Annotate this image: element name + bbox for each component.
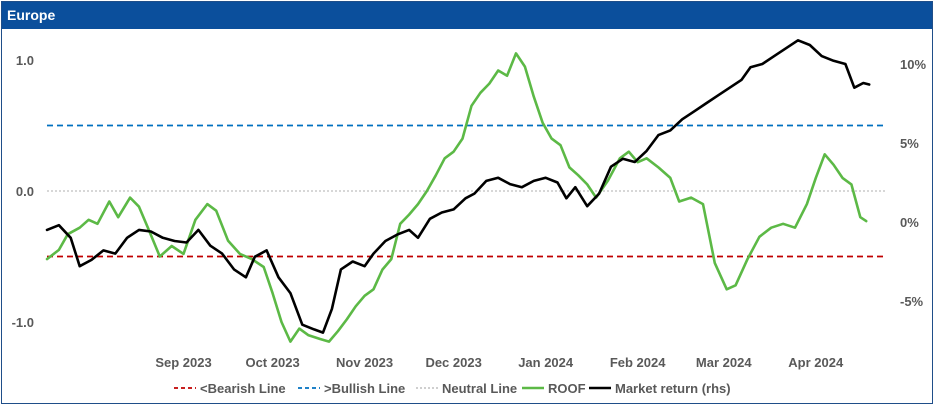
y-right-tick-label: -5% — [900, 294, 924, 309]
legend-label: ROOF — [548, 381, 586, 396]
x-axis: Sep 2023 Oct 2023 Nov 2023 Dec 2023 Jan 2024… — [155, 355, 844, 370]
y-left-tick-label: 1.0 — [16, 53, 34, 68]
x-tick-label: Mar 2024 — [696, 355, 752, 370]
x-tick-label: Oct 2023 — [245, 355, 299, 370]
legend-label: <Bearish Line — [200, 381, 286, 396]
legend: <Bearish Line >Bullish Line Neutral Line RO… — [174, 381, 731, 396]
panel-title-bar: Europe — [2, 2, 932, 29]
series-layer — [45, 39, 871, 343]
series-line — [45, 39, 871, 334]
y-right-tick-label: 10% — [900, 57, 926, 72]
series-line — [45, 52, 868, 343]
legend-label: Market return (rhs) — [615, 381, 731, 396]
x-tick-label: Nov 2023 — [336, 355, 393, 370]
panel-title: Europe — [7, 7, 56, 23]
legend-label: >Bullish Line — [324, 381, 405, 396]
y-right-tick-label: 5% — [900, 136, 919, 151]
y-left-tick-label: 0.0 — [16, 184, 34, 199]
legend-label: Neutral Line — [442, 381, 517, 396]
y-left-tick-label: -1.0 — [12, 315, 34, 330]
x-tick-label: Sep 2023 — [155, 355, 211, 370]
x-tick-label: Apr 2024 — [788, 355, 844, 370]
y-right-tick-label: 0% — [900, 215, 919, 230]
x-tick-label: Dec 2023 — [425, 355, 481, 370]
x-tick-label: Jan 2024 — [518, 355, 574, 370]
x-tick-label: Feb 2024 — [610, 355, 666, 370]
right-y-axis: 10% 5% 0% -5% — [900, 57, 926, 309]
left-y-axis: 1.0 0.0 -1.0 — [12, 53, 34, 330]
